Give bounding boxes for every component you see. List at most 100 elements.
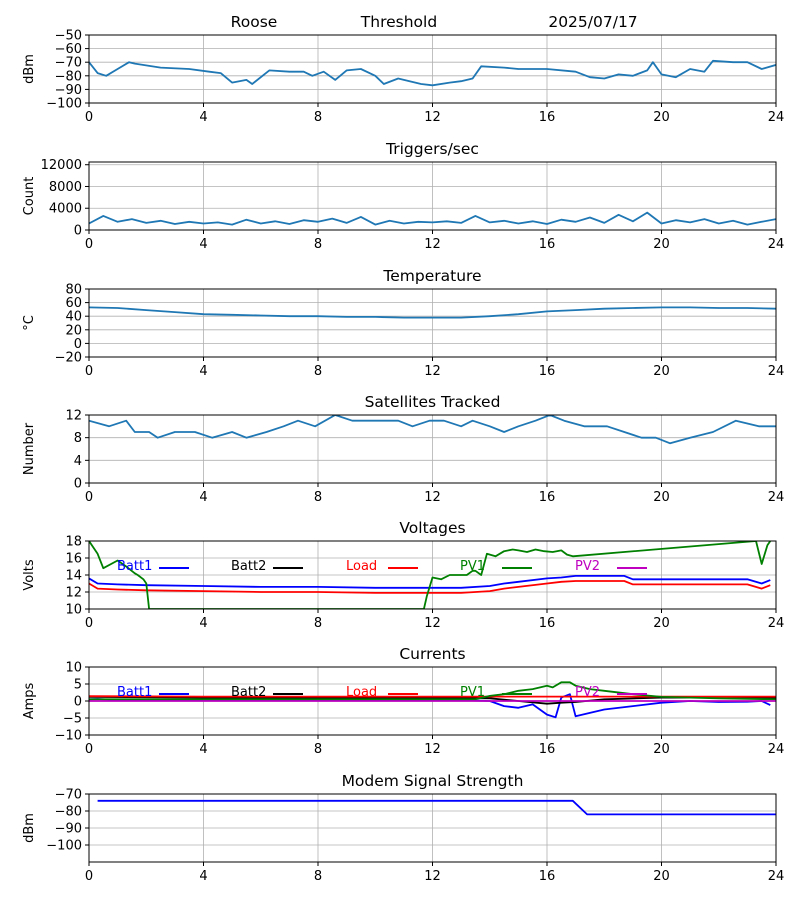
y-axis-label: °C	[22, 315, 37, 331]
y-tick-label: −20	[55, 351, 82, 366]
y-tick-label: 0	[74, 337, 82, 352]
x-tick-label: 20	[653, 742, 670, 757]
y-tick-label: 4000	[49, 202, 82, 217]
x-tick-label: 0	[85, 364, 93, 379]
x-tick-label: 20	[653, 237, 670, 252]
x-tick-label: 16	[539, 616, 556, 631]
y-tick-label: 0	[74, 224, 82, 239]
x-tick-label: 24	[768, 110, 785, 125]
x-tick-label: 24	[768, 237, 785, 252]
y-tick-label: −5	[63, 712, 82, 727]
legend-label: PV2	[575, 559, 600, 574]
y-tick-label: 8	[74, 431, 82, 446]
x-tick-label: 20	[653, 869, 670, 884]
series-line-batt1	[89, 575, 771, 589]
legend-label: Batt1	[117, 559, 152, 574]
x-tick-label: 20	[653, 490, 670, 505]
x-tick-label: 0	[85, 616, 93, 631]
y-tick-label: 16	[65, 552, 82, 567]
panel-title: Satellites Tracked	[365, 393, 501, 411]
report-date: 2025/07/17	[548, 13, 637, 31]
panel-0: 0 4 8 12 16 20 24 −100−90−80−70−60−50 dBm	[22, 29, 784, 126]
x-tick-label: 8	[314, 110, 322, 125]
x-tick-label: 4	[199, 490, 207, 505]
y-tick-label: 10	[65, 603, 82, 618]
y-tick-label: 40	[65, 310, 82, 325]
y-tick-label: 20	[65, 323, 82, 338]
x-tick-label: 0	[85, 237, 93, 252]
x-tick-label: 4	[199, 616, 207, 631]
x-tick-label: 16	[539, 110, 556, 125]
legend-label: Batt2	[231, 559, 266, 574]
station-name: Roose	[231, 13, 278, 31]
x-tick-label: 12	[424, 742, 441, 757]
x-tick-label: 24	[768, 869, 785, 884]
y-tick-label: 0	[74, 695, 82, 710]
y-tick-label: −80	[55, 69, 82, 84]
x-tick-label: 24	[768, 616, 785, 631]
y-axis-label: Number	[22, 422, 37, 475]
panel-title: Currents	[399, 645, 465, 663]
y-axis-label: Amps	[22, 682, 37, 719]
y-tick-label: 5	[74, 678, 82, 693]
y-tick-label: 18	[65, 535, 82, 550]
x-tick-label: 8	[314, 742, 322, 757]
legend-label: Batt2	[231, 685, 266, 700]
x-tick-label: 8	[314, 869, 322, 884]
x-tick-label: 20	[653, 364, 670, 379]
x-tick-label: 16	[539, 742, 556, 757]
y-axis-label: Volts	[22, 559, 37, 591]
x-tick-label: 16	[539, 869, 556, 884]
x-tick-label: 0	[85, 869, 93, 884]
series-line	[89, 211, 776, 226]
y-tick-label: −70	[55, 788, 82, 803]
y-tick-label: 8000	[49, 180, 82, 195]
y-tick-label: −90	[55, 822, 82, 837]
y-tick-label: 0	[74, 477, 82, 492]
x-tick-label: 4	[199, 869, 207, 884]
x-tick-label: 16	[539, 237, 556, 252]
x-tick-label: 4	[199, 110, 207, 125]
x-tick-label: 12	[424, 490, 441, 505]
y-tick-label: 12000	[41, 158, 82, 173]
y-tick-label: 80	[65, 283, 82, 298]
y-tick-label: 14	[65, 569, 82, 584]
y-tick-label: −70	[55, 56, 82, 71]
x-tick-label: 16	[539, 490, 556, 505]
y-tick-label: 12	[65, 409, 82, 424]
x-tick-label: 12	[424, 616, 441, 631]
x-tick-label: 8	[314, 364, 322, 379]
x-tick-label: 8	[314, 490, 322, 505]
x-tick-label: 0	[85, 742, 93, 757]
series-line	[97, 799, 776, 816]
y-tick-label: 4	[74, 454, 82, 469]
legend-label: Load	[346, 559, 377, 574]
legend-label: Load	[346, 685, 377, 700]
series-line	[89, 306, 776, 319]
x-tick-label: 24	[768, 742, 785, 757]
x-tick-label: 24	[768, 364, 785, 379]
y-axis-label: dBm	[22, 813, 37, 843]
y-tick-label: −50	[55, 29, 82, 44]
panel-title: Triggers/sec	[385, 140, 479, 158]
y-tick-label: −80	[55, 805, 82, 820]
panel-1: 0 4 8 12 16 20 24 0 4000 8000 12000 Triggers/sec Cou…	[22, 140, 784, 252]
panel-title: Modem Signal Strength	[342, 772, 524, 790]
x-tick-label: 0	[85, 490, 93, 505]
panel-3: 0 4 8 12 16 20 24 0 4 8 12 Satellites Tracked Number	[22, 393, 784, 505]
series-line	[89, 59, 776, 87]
x-tick-label: 8	[314, 237, 322, 252]
x-tick-label: 12	[424, 110, 441, 125]
series-line-load	[89, 580, 771, 594]
x-tick-label: 0	[85, 110, 93, 125]
y-tick-label: −10	[55, 729, 82, 744]
series-line	[89, 415, 776, 445]
series-line-pv1	[89, 681, 776, 701]
y-tick-label: −100	[46, 839, 82, 854]
trigger-mode: Threshold	[360, 13, 437, 31]
panel-6: 0 4 8 12 16 20 24 −100 −90 −80 −70 Modem Signal Str…	[22, 772, 784, 884]
x-tick-label: 12	[424, 869, 441, 884]
